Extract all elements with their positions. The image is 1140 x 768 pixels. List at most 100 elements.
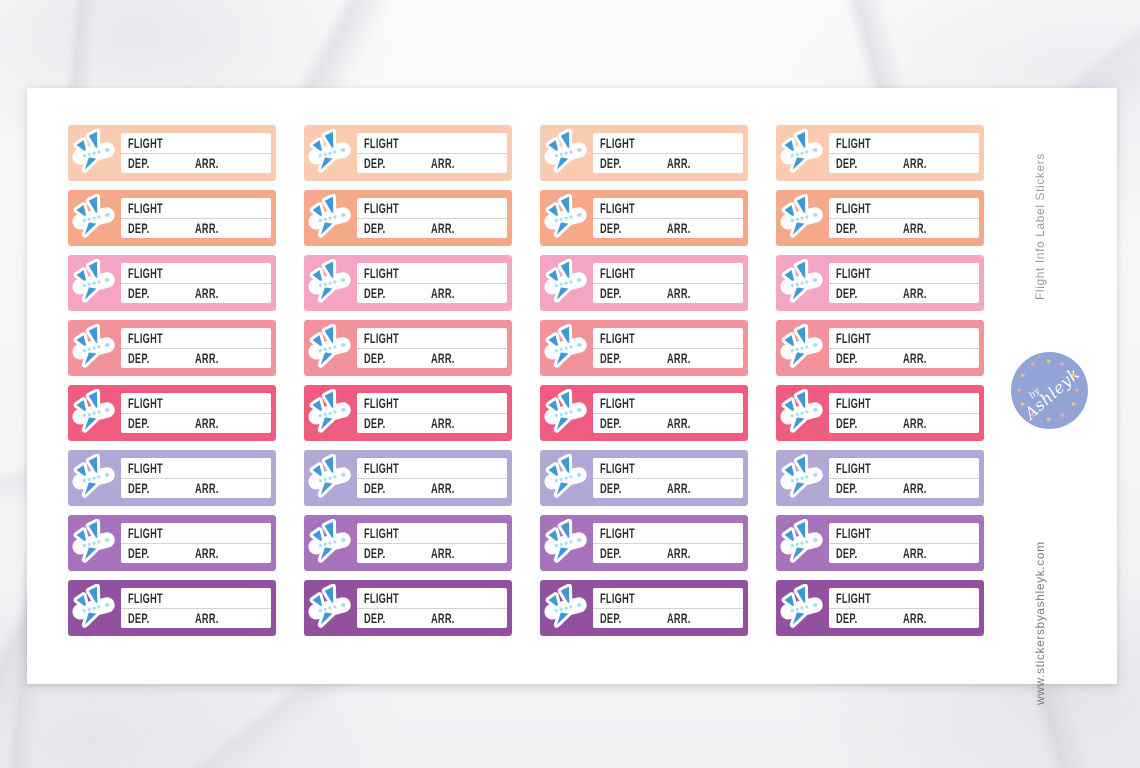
dep-label: DEP. xyxy=(128,610,150,627)
flight-label-sticker-light-pink-c1: FLIGHT DEP. ARR. xyxy=(68,255,276,311)
label-fields: FLIGHT DEP. ARR. xyxy=(121,523,271,563)
flight-label-sticker-salmon-pink-c1: FLIGHT DEP. ARR. xyxy=(68,320,276,376)
dep-label: DEP. xyxy=(128,350,150,367)
airplane-icon xyxy=(308,259,351,303)
flight-label: FLIGHT xyxy=(364,394,399,411)
field-divider xyxy=(121,282,271,284)
field-divider xyxy=(121,607,271,609)
flight-label: FLIGHT xyxy=(836,199,871,216)
flight-label-sticker-purple-c1: FLIGHT DEP. ARR. xyxy=(68,580,276,636)
label-fields: FLIGHT DEP. ARR. xyxy=(593,198,743,238)
arr-label: ARR. xyxy=(195,480,219,497)
arr-label: ARR. xyxy=(667,285,691,302)
flight-label: FLIGHT xyxy=(836,589,871,606)
flight-label-sticker-hot-pink-c3: FLIGHT DEP. ARR. xyxy=(540,385,748,441)
dep-label: DEP. xyxy=(128,480,150,497)
field-divider xyxy=(829,542,979,544)
arr-label: ARR. xyxy=(667,220,691,237)
flight-label-sticker-orchid-c3: FLIGHT DEP. ARR. xyxy=(540,515,748,571)
field-divider xyxy=(121,347,271,349)
field-divider xyxy=(121,542,271,544)
airplane-icon xyxy=(72,389,115,433)
flight-label-sticker-peach-c3: FLIGHT DEP. ARR. xyxy=(540,190,748,246)
dep-label: DEP. xyxy=(364,285,386,302)
dep-label: DEP. xyxy=(600,285,622,302)
field-divider xyxy=(829,282,979,284)
arr-label: ARR. xyxy=(903,350,927,367)
label-fields: FLIGHT DEP. ARR. xyxy=(121,263,271,303)
heart-icon: ♥ xyxy=(1044,356,1052,366)
field-divider xyxy=(593,217,743,219)
flight-label: FLIGHT xyxy=(128,589,163,606)
flight-label: FLIGHT xyxy=(364,524,399,541)
label-fields: FLIGHT DEP. ARR. xyxy=(593,263,743,303)
flight-label-sticker-light-pink-c3: FLIGHT DEP. ARR. xyxy=(540,255,748,311)
airplane-icon xyxy=(308,454,351,498)
arr-label: ARR. xyxy=(667,415,691,432)
dep-label: DEP. xyxy=(128,155,150,172)
flight-label: FLIGHT xyxy=(600,264,635,281)
arr-label: ARR. xyxy=(903,155,927,172)
dep-label: DEP. xyxy=(128,285,150,302)
airplane-icon xyxy=(308,389,351,433)
flight-label-sticker-hot-pink-c1: FLIGHT DEP. ARR. xyxy=(68,385,276,441)
flight-label: FLIGHT xyxy=(128,264,163,281)
label-fields: FLIGHT DEP. ARR. xyxy=(829,588,979,628)
heart-icon: ♥ xyxy=(1019,370,1027,381)
label-fields: FLIGHT DEP. ARR. xyxy=(829,198,979,238)
field-divider xyxy=(357,347,507,349)
airplane-icon xyxy=(544,389,587,433)
airplane-icon xyxy=(780,584,823,628)
flight-label: FLIGHT xyxy=(128,459,163,476)
field-divider xyxy=(593,412,743,414)
flight-label: FLIGHT xyxy=(836,524,871,541)
airplane-icon xyxy=(308,324,351,368)
arr-label: ARR. xyxy=(431,545,455,562)
label-fields: FLIGHT DEP. ARR. xyxy=(357,458,507,498)
arr-label: ARR. xyxy=(667,350,691,367)
flight-label: FLIGHT xyxy=(836,329,871,346)
field-divider xyxy=(357,542,507,544)
label-fields: FLIGHT DEP. ARR. xyxy=(829,263,979,303)
flight-label: FLIGHT xyxy=(836,134,871,151)
flight-label: FLIGHT xyxy=(364,264,399,281)
heart-icon: ♥ xyxy=(1058,410,1066,421)
flight-label: FLIGHT xyxy=(836,394,871,411)
airplane-icon xyxy=(308,129,351,173)
dep-label: DEP. xyxy=(836,350,858,367)
label-fields: FLIGHT DEP. ARR. xyxy=(357,328,507,368)
field-divider xyxy=(357,412,507,414)
arr-label: ARR. xyxy=(195,285,219,302)
product-title: Flight Info Label Stickers xyxy=(1033,153,1047,301)
dep-label: DEP. xyxy=(600,155,622,172)
heart-icon: ♥ xyxy=(1044,414,1052,424)
arr-label: ARR. xyxy=(903,285,927,302)
arr-label: ARR. xyxy=(667,155,691,172)
arr-label: ARR. xyxy=(195,220,219,237)
flight-label-sticker-orchid-c2: FLIGHT DEP. ARR. xyxy=(304,515,512,571)
flight-label-sticker-light-peach-c1: FLIGHT DEP. ARR. xyxy=(68,125,276,181)
field-divider xyxy=(593,477,743,479)
field-divider xyxy=(593,282,743,284)
flight-label-sticker-purple-c3: FLIGHT DEP. ARR. xyxy=(540,580,748,636)
flight-label-sticker-lavender-c3: FLIGHT DEP. ARR. xyxy=(540,450,748,506)
dep-label: DEP. xyxy=(364,350,386,367)
field-divider xyxy=(121,412,271,414)
dep-label: DEP. xyxy=(600,480,622,497)
label-fields: FLIGHT DEP. ARR. xyxy=(121,458,271,498)
dep-label: DEP. xyxy=(364,545,386,562)
airplane-icon xyxy=(780,389,823,433)
flight-label-sticker-lavender-c1: FLIGHT DEP. ARR. xyxy=(68,450,276,506)
label-fields: FLIGHT DEP. ARR. xyxy=(357,523,507,563)
label-fields: FLIGHT DEP. ARR. xyxy=(829,393,979,433)
airplane-icon xyxy=(544,194,587,238)
flight-label: FLIGHT xyxy=(364,459,399,476)
label-fields: FLIGHT DEP. ARR. xyxy=(829,133,979,173)
flight-label-sticker-salmon-pink-c2: FLIGHT DEP. ARR. xyxy=(304,320,512,376)
airplane-icon xyxy=(72,519,115,563)
label-fields: FLIGHT DEP. ARR. xyxy=(829,523,979,563)
field-divider xyxy=(829,607,979,609)
dep-label: DEP. xyxy=(364,155,386,172)
label-fields: FLIGHT DEP. ARR. xyxy=(357,133,507,173)
